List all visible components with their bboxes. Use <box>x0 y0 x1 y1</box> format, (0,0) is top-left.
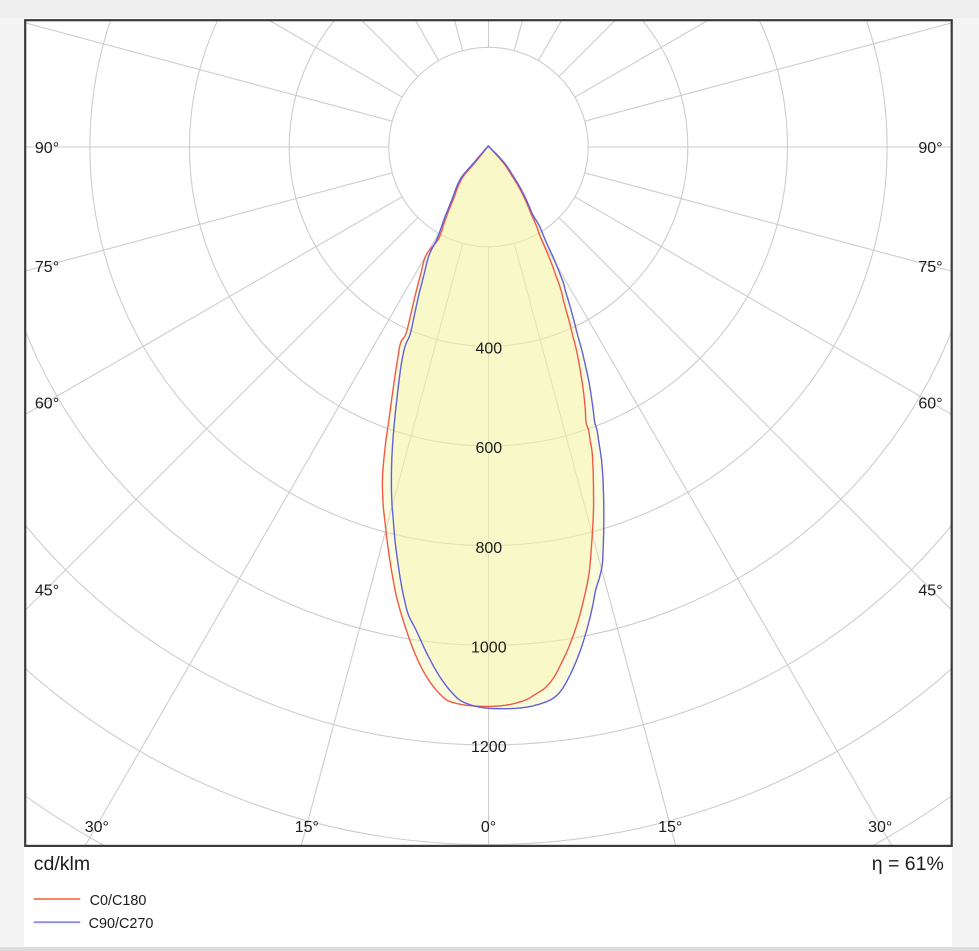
svg-text:30°: 30° <box>85 819 109 836</box>
svg-text:45°: 45° <box>35 582 59 599</box>
svg-text:15°: 15° <box>658 819 682 836</box>
svg-text:30°: 30° <box>868 819 892 836</box>
svg-text:C0/C180: C0/C180 <box>90 893 147 909</box>
svg-text:400: 400 <box>475 341 502 358</box>
svg-text:0°: 0° <box>481 819 496 836</box>
svg-text:800: 800 <box>475 540 502 557</box>
svg-text:η = 61%: η = 61% <box>872 853 944 875</box>
svg-text:60°: 60° <box>918 395 942 412</box>
svg-text:75°: 75° <box>35 259 59 276</box>
svg-text:45°: 45° <box>918 582 942 599</box>
svg-text:C90/C270: C90/C270 <box>89 916 154 932</box>
svg-text:1200: 1200 <box>471 739 507 756</box>
svg-text:60°: 60° <box>35 395 59 412</box>
svg-text:15°: 15° <box>295 819 319 836</box>
svg-text:90°: 90° <box>918 140 942 157</box>
svg-text:1000: 1000 <box>471 640 507 657</box>
svg-text:90°: 90° <box>35 140 59 157</box>
svg-text:75°: 75° <box>918 259 942 276</box>
svg-text:600: 600 <box>475 440 502 457</box>
svg-text:cd/klm: cd/klm <box>34 853 90 875</box>
